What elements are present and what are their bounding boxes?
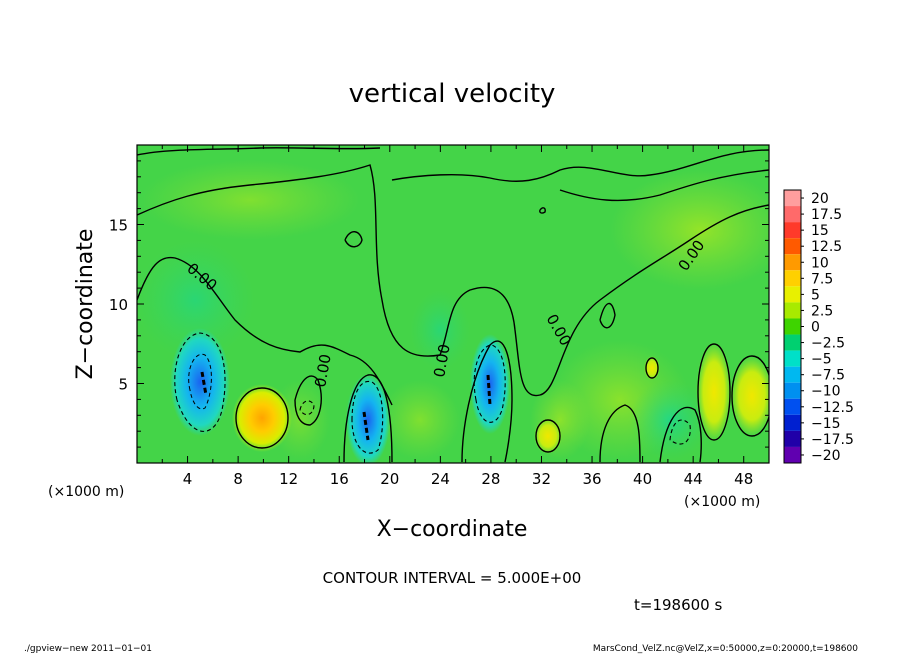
colorbar-cell: [784, 430, 801, 447]
colorbar-label: −10: [811, 384, 841, 400]
colorbar-cell: [784, 190, 801, 207]
colorbar-label: 5: [811, 287, 820, 303]
x-tick-label: 20: [380, 470, 399, 488]
colorbar-label: 12.5: [811, 239, 842, 255]
colorbar-cell: [784, 302, 801, 319]
colorbar-label: −5: [811, 352, 832, 368]
colorbar-label: 7.5: [811, 271, 833, 287]
colorbar-label: −2.5: [811, 336, 845, 352]
heatmap-field: [137, 145, 769, 463]
colorbar-cell: [784, 366, 801, 383]
x-tick-label: 12: [279, 470, 298, 488]
colorbar-cell: [784, 318, 801, 335]
colorbar-cell: [784, 222, 801, 239]
colorbar-cell: [784, 414, 801, 431]
contour-label-2: 0.00: [311, 353, 335, 389]
colorbar-label: −17.5: [811, 432, 854, 448]
colorbar-label: −15: [811, 416, 841, 432]
colorbar-label: −12.5: [811, 400, 854, 416]
contour-lines: [137, 147, 769, 463]
colorbar-cell: [784, 238, 801, 255]
y-tick-label: 10: [109, 296, 128, 314]
colorbar-label: 0: [811, 320, 820, 336]
colorbar-cell: [784, 446, 801, 463]
x-axis: 4 8 12 16 20 24 28 32 36 40 44 48: [161, 145, 753, 488]
colorbar-cell: [784, 398, 801, 415]
x-tick-label: 24: [431, 470, 450, 488]
y-axis-title: Z−coordinate: [73, 229, 98, 380]
x-axis-title: X−coordinate: [377, 517, 528, 542]
colorbar-cell: [784, 206, 801, 223]
x-tick-label: 44: [684, 470, 703, 488]
x-tick-label: 40: [633, 470, 652, 488]
colorbar-label: −20: [811, 448, 841, 464]
time-note: t=198600 s: [634, 596, 722, 614]
x-unit-left: (×1000 m): [48, 484, 124, 500]
y-axis: 5 10 15: [109, 160, 769, 448]
x-tick-label: 32: [532, 470, 551, 488]
colorbar-label: 15: [811, 223, 829, 239]
colorbar-cell: [784, 334, 801, 351]
x-unit-right: (×1000 m): [684, 494, 760, 510]
footer-right: MarsCond_VelZ.nc@VelZ,x=0:50000,z=0:2000…: [593, 644, 858, 654]
contour-label-3: 0.00: [430, 343, 454, 379]
colorbar-label: 17.5: [811, 207, 842, 223]
colorbar-cell: [784, 270, 801, 287]
colorbar: 2017.51512.5107.552.50−2.5−5−7.5−10−12.5…: [783, 189, 854, 464]
x-tick-label: 48: [734, 470, 753, 488]
x-tick-label: 36: [582, 470, 601, 488]
colorbar-cell: [784, 254, 801, 271]
x-tick-label: 4: [183, 470, 193, 488]
contour-interval-note: CONTOUR INTERVAL = 5.000E+00: [323, 569, 582, 587]
colorbar-cell: [784, 286, 801, 303]
colorbar-label: −7.5: [811, 368, 845, 384]
x-tick-label: 8: [233, 470, 243, 488]
footer-left: ./gpview−new 2011−01−01: [24, 644, 152, 654]
x-tick-label: 28: [481, 470, 500, 488]
colorbar-label: 2.5: [811, 303, 833, 319]
colorbar-cell: [784, 382, 801, 399]
colorbar-cell: [784, 350, 801, 367]
x-tick-label: 16: [330, 470, 349, 488]
colorbar-label: 20: [811, 191, 829, 207]
y-tick-label: 15: [109, 217, 128, 235]
chart-title: vertical velocity: [349, 79, 556, 109]
colorbar-label: 10: [811, 255, 829, 271]
y-tick-label: 5: [118, 376, 128, 394]
